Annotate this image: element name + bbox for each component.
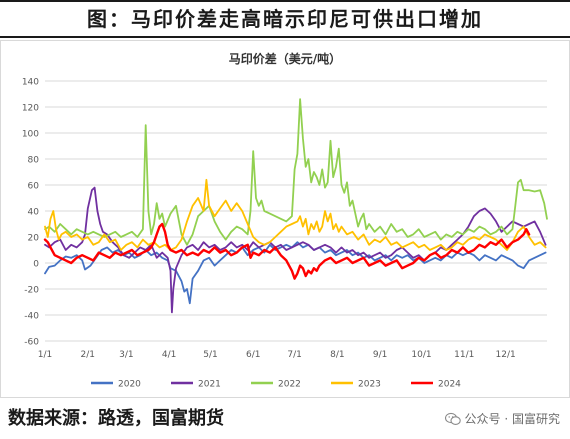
legend-label-2023: 2023 [358,380,381,390]
series-line-2022 [44,98,548,246]
chart-frame: 马印价差（美元/吨） -60 -40 -20 0 20 40 60 80 100 120 140 1… [0,40,570,398]
x-tick-label: 12/1 [496,350,516,360]
y-tick-label: -40 [24,312,39,322]
y-tick-label: -60 [24,338,39,348]
x-tick-label: 2/1 [81,350,95,360]
watermark-text: 公众号 · 国富研究 [464,412,560,426]
legend-label-2020: 2020 [118,380,141,390]
x-tick-label: 5/1 [203,350,217,360]
y-tick-label: 80 [28,156,40,166]
x-tick-label: 11/1 [454,350,474,360]
x-tick-label: 1/1 [38,350,52,360]
watermark: 公众号 · 国富研究 [444,404,560,434]
chart-title: 马印价差（美元/吨） [229,51,341,66]
y-tick-label: 100 [22,130,39,140]
gridlines [45,80,547,342]
y-tick-label: 60 [28,182,40,192]
series-lines [43,98,548,314]
title-rule [0,36,570,38]
series-line-2023 [44,178,547,251]
x-tick-label: 3/1 [119,350,133,360]
y-tick-label: 0 [33,260,39,270]
data-source: 数据来源：路透，国富期货 [8,408,224,429]
x-axis-ticks: 1/1 2/1 3/1 4/1 5/1 6/1 7/1 8/1 9/1 10/1 11/1 12/1 [38,350,516,360]
x-tick-label: 8/1 [330,350,344,360]
y-tick-label: 140 [22,78,39,88]
legend-label-2024: 2024 [438,380,461,390]
figure-title: 图：马印价差走高暗示印尼可供出口增加 [87,7,483,31]
top-rule [0,0,570,2]
y-tick-label: 120 [22,104,39,114]
y-tick-label: 40 [28,208,40,218]
x-tick-label: 7/1 [287,350,301,360]
legend-label-2022: 2022 [278,380,301,390]
legend-label-2021: 2021 [198,380,221,390]
x-tick-label: 10/1 [411,350,431,360]
x-tick-label: 4/1 [162,350,176,360]
legend: 2020 2021 2022 2023 2024 [91,380,461,390]
line-chart: 马印价差（美元/吨） -60 -40 -20 0 20 40 60 80 100 120 140 1… [22,51,548,390]
x-tick-label: 6/1 [246,350,260,360]
wechat-icon [444,412,461,425]
x-tick-label: 9/1 [373,350,387,360]
series-line-2021 [44,186,547,314]
y-axis-ticks: -60 -40 -20 0 20 40 60 80 100 120 140 [22,78,39,348]
series-line-2024 [43,222,531,280]
y-tick-label: -20 [24,286,39,296]
y-tick-label: 20 [28,234,40,244]
